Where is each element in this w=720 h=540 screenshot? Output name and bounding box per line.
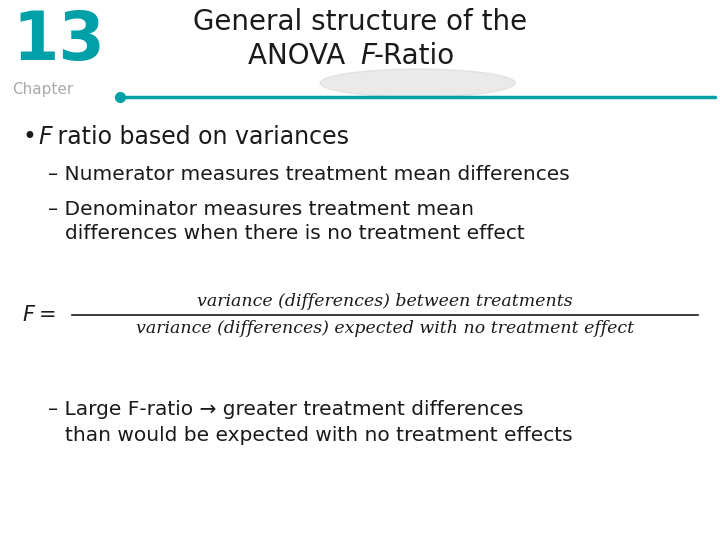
Text: •: • <box>22 125 36 149</box>
Text: – Denominator measures treatment mean: – Denominator measures treatment mean <box>48 200 474 219</box>
Text: – Large F-ratio → greater treatment differences: – Large F-ratio → greater treatment diff… <box>48 400 523 419</box>
Text: -Ratio: -Ratio <box>374 42 455 70</box>
Text: variance (differences) between treatments: variance (differences) between treatment… <box>197 293 573 310</box>
Text: differences when there is no treatment effect: differences when there is no treatment e… <box>65 224 525 243</box>
Text: 13: 13 <box>12 8 104 74</box>
Text: General structure of the: General structure of the <box>193 8 527 36</box>
Text: $\mathit{F}=$: $\mathit{F}=$ <box>22 305 55 325</box>
Text: ratio based on variances: ratio based on variances <box>50 125 349 149</box>
Text: F: F <box>360 42 376 70</box>
Text: than would be expected with no treatment effects: than would be expected with no treatment… <box>65 426 572 445</box>
Ellipse shape <box>320 69 515 97</box>
Text: Chapter: Chapter <box>12 82 73 97</box>
Text: variance (differences) expected with no treatment effect: variance (differences) expected with no … <box>136 320 634 337</box>
Text: F: F <box>38 125 52 149</box>
Text: ANOVA: ANOVA <box>248 42 360 70</box>
Text: – Numerator measures treatment mean differences: – Numerator measures treatment mean diff… <box>48 165 570 184</box>
